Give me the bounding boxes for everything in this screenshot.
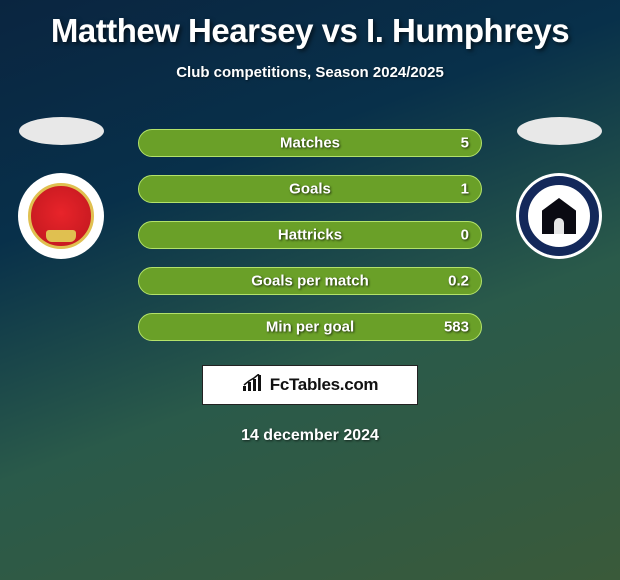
- brand-text: FcTables.com: [270, 375, 379, 395]
- player-right-column: [516, 117, 602, 259]
- stat-label: Hattricks: [139, 227, 481, 244]
- date-label: 14 december 2024: [0, 427, 620, 445]
- chart-icon: [242, 374, 264, 397]
- stat-bar: Goals1: [138, 175, 482, 203]
- stat-label: Goals per match: [139, 273, 481, 290]
- stat-value-right: 0: [461, 227, 469, 244]
- stat-bar: Hattricks0: [138, 221, 482, 249]
- stat-value-right: 583: [444, 319, 469, 336]
- stat-value-right: 1: [461, 181, 469, 198]
- stat-bar: Goals per match0.2: [138, 267, 482, 295]
- brand-box: FcTables.com: [202, 365, 418, 405]
- player-silhouette-right: [517, 117, 602, 145]
- page-title: Matthew Hearsey vs I. Humphreys: [0, 0, 620, 50]
- club-badge-right: [516, 173, 602, 259]
- player-silhouette-left: [19, 117, 104, 145]
- stat-rows: Matches5Goals1Hattricks0Goals per match0…: [138, 129, 482, 341]
- stat-label: Goals: [139, 181, 481, 198]
- stat-value-right: 0.2: [448, 273, 469, 290]
- stat-bar: Matches5: [138, 129, 482, 157]
- club-badge-left: [18, 173, 104, 259]
- player-left-column: [18, 117, 104, 259]
- stat-label: Min per goal: [139, 319, 481, 336]
- subtitle: Club competitions, Season 2024/2025: [0, 64, 620, 81]
- stat-value-right: 5: [461, 135, 469, 152]
- stat-bar: Min per goal583: [138, 313, 482, 341]
- stat-label: Matches: [139, 135, 481, 152]
